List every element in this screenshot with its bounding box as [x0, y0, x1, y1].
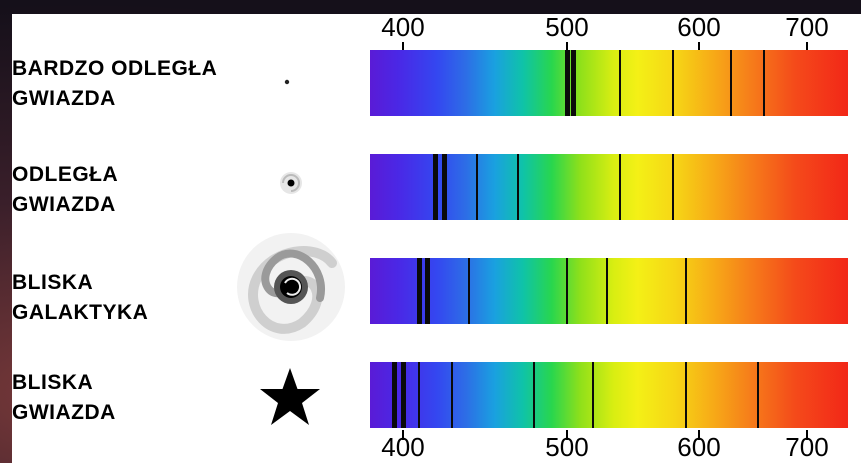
top-tick-label: 600 — [677, 12, 721, 42]
spiral-galaxy-icon — [237, 233, 345, 341]
bottom-tick-mark — [402, 430, 404, 440]
absorption-line — [730, 50, 733, 116]
spectrum-very-distant-star — [370, 50, 848, 116]
absorption-line — [684, 362, 687, 428]
row-label-line: BLISKA — [12, 271, 94, 294]
absorption-line — [416, 258, 422, 324]
bottom-tick-label: 500 — [545, 432, 589, 462]
absorption-line — [441, 154, 447, 220]
absorption-line — [566, 258, 568, 324]
absorption-line — [671, 50, 674, 116]
absorption-line — [400, 362, 406, 428]
row-label-line: BLISKA — [12, 371, 94, 394]
bottom-tick-mark — [698, 430, 700, 440]
absorption-line — [618, 154, 621, 220]
absorption-line — [433, 154, 439, 220]
absorption-line — [516, 154, 519, 220]
row-label-line: GWIAZDA — [12, 193, 116, 216]
absorption-line — [467, 258, 470, 324]
row-label-line: BARDZO ODLEGŁA — [12, 57, 218, 80]
absorption-line — [592, 362, 595, 428]
absorption-line — [757, 362, 760, 428]
top-tick-mark — [566, 42, 568, 52]
spectrum-near-star — [370, 362, 848, 428]
top-tick-mark — [806, 42, 808, 52]
row-label-near-star: BLISKA GWIAZDA — [12, 368, 116, 428]
absorption-line — [475, 154, 478, 220]
bottom-tick-mark — [806, 430, 808, 440]
absorption-line — [671, 154, 674, 220]
absorption-line — [762, 50, 765, 116]
small-spiral-icon — [280, 172, 302, 194]
spectrum-near-galaxy — [370, 258, 848, 324]
row-label-line: GWIAZDA — [12, 87, 116, 110]
star-icon — [260, 368, 320, 425]
absorption-line — [571, 50, 577, 116]
row-label-line: GWIAZDA — [12, 401, 116, 424]
distant-dot-icon — [284, 79, 290, 85]
top-tick-label: 500 — [545, 12, 589, 42]
row-label-distant-star: ODLEGŁA GWIAZDA — [12, 160, 118, 220]
absorption-line — [392, 362, 398, 428]
absorption-line — [605, 258, 608, 324]
absorption-line — [684, 258, 687, 324]
absorption-line — [533, 362, 536, 428]
bottom-tick-label: 600 — [677, 432, 721, 462]
absorption-line — [425, 258, 431, 324]
row-label-line: ODLEGŁA — [12, 163, 119, 186]
row-label-line: GALAKTYKA — [12, 301, 149, 324]
absorption-line — [618, 50, 621, 116]
absorption-line — [451, 362, 454, 428]
bottom-tick-mark — [566, 430, 568, 440]
row-label-very-distant-star: BARDZO ODLEGŁA GWIAZDA — [12, 54, 217, 114]
bottom-tick-label: 700 — [785, 432, 829, 462]
row-label-near-galaxy: BLISKA GALAKTYKA — [12, 268, 148, 328]
absorption-line — [418, 362, 421, 428]
absorption-line — [564, 50, 570, 116]
top-tick-mark — [698, 42, 700, 52]
top-tick-mark — [402, 42, 404, 52]
spectrum-distant-star — [370, 154, 848, 220]
bottom-tick-label: 400 — [381, 432, 425, 462]
top-tick-label: 400 — [381, 12, 425, 42]
top-tick-label: 700 — [785, 12, 829, 42]
